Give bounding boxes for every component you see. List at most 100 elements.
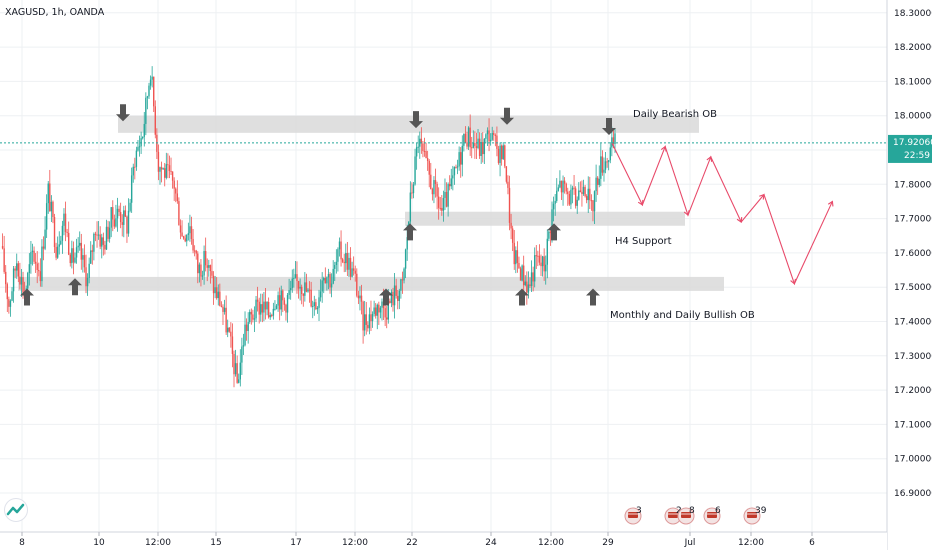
candle-body[interactable] bbox=[537, 255, 539, 257]
candle-body[interactable] bbox=[245, 324, 248, 332]
candle-body[interactable] bbox=[52, 201, 54, 218]
candle-body[interactable] bbox=[601, 156, 604, 173]
candle-body[interactable] bbox=[323, 278, 325, 281]
candle-body[interactable] bbox=[423, 150, 426, 152]
candle-body[interactable] bbox=[175, 188, 177, 194]
candle-body[interactable] bbox=[334, 265, 336, 269]
candle-body[interactable] bbox=[74, 257, 76, 263]
candle-body[interactable] bbox=[330, 283, 333, 288]
candle-body[interactable] bbox=[253, 318, 256, 320]
candle-body[interactable] bbox=[214, 287, 216, 294]
candle-body[interactable] bbox=[349, 257, 352, 277]
candle-body[interactable] bbox=[557, 187, 560, 191]
candle-body[interactable] bbox=[153, 76, 155, 107]
candle-body[interactable] bbox=[278, 295, 281, 310]
candle-body[interactable] bbox=[182, 236, 185, 239]
candle-body[interactable] bbox=[102, 237, 105, 245]
candle-body[interactable] bbox=[573, 187, 575, 189]
annotation-daily-bearish-ob[interactable]: Daily Bearish OB bbox=[633, 109, 717, 120]
candle-body[interactable] bbox=[263, 301, 265, 313]
candle-body[interactable] bbox=[508, 187, 511, 223]
candle-body[interactable] bbox=[463, 133, 465, 146]
candle-body[interactable] bbox=[209, 265, 212, 272]
candle-body[interactable] bbox=[12, 268, 15, 292]
candle-body[interactable] bbox=[63, 213, 65, 226]
candle-body[interactable] bbox=[288, 290, 290, 295]
candle-body[interactable] bbox=[305, 282, 308, 292]
candle-body[interactable] bbox=[455, 166, 457, 168]
candle-body[interactable] bbox=[589, 188, 591, 201]
candle-body[interactable] bbox=[395, 285, 397, 296]
candle-body[interactable] bbox=[282, 290, 284, 301]
candle-body[interactable] bbox=[373, 307, 375, 314]
candle-body[interactable] bbox=[168, 165, 171, 171]
candle-body[interactable] bbox=[431, 189, 434, 195]
candle-body[interactable] bbox=[296, 274, 298, 281]
candle-body[interactable] bbox=[3, 248, 5, 272]
candle-body[interactable] bbox=[367, 324, 369, 329]
candle-body[interactable] bbox=[460, 152, 462, 165]
candle-body[interactable] bbox=[370, 314, 372, 322]
candle-body[interactable] bbox=[157, 151, 160, 172]
candle-body[interactable] bbox=[397, 295, 399, 301]
candle-body[interactable] bbox=[543, 256, 545, 272]
candle-body[interactable] bbox=[584, 186, 586, 197]
candle-body[interactable] bbox=[556, 190, 558, 201]
candle-body[interactable] bbox=[189, 226, 191, 234]
candle-body[interactable] bbox=[219, 291, 221, 306]
candle-body[interactable] bbox=[447, 184, 449, 207]
candle-body[interactable] bbox=[511, 228, 514, 243]
candle-body[interactable] bbox=[434, 180, 437, 184]
candle-body[interactable] bbox=[425, 151, 427, 159]
candle-body[interactable] bbox=[392, 291, 394, 306]
candle-body[interactable] bbox=[576, 199, 578, 206]
candle-body[interactable] bbox=[146, 96, 149, 98]
candle-body[interactable] bbox=[267, 301, 270, 318]
candle-body[interactable] bbox=[145, 97, 147, 124]
candle-body[interactable] bbox=[141, 136, 144, 139]
candle-body[interactable] bbox=[318, 297, 320, 308]
candle-body[interactable] bbox=[351, 268, 353, 277]
candle-body[interactable] bbox=[16, 263, 18, 271]
time-axis[interactable]: 8 10 12:00 15 17 12:00 22 24 12:00 29 Jul 12:00 6 bbox=[0, 531, 887, 550]
candle-body[interactable] bbox=[411, 192, 413, 194]
candle-body[interactable] bbox=[534, 255, 536, 282]
candle-body[interactable] bbox=[19, 276, 21, 285]
candle-body[interactable] bbox=[28, 264, 31, 273]
candle-body[interactable] bbox=[324, 278, 327, 284]
candle-body[interactable] bbox=[505, 166, 508, 182]
candle-body[interactable] bbox=[36, 263, 38, 270]
candle-body[interactable] bbox=[231, 336, 234, 354]
candle-body[interactable] bbox=[563, 180, 566, 184]
candle-body[interactable] bbox=[44, 229, 46, 249]
candle-body[interactable] bbox=[390, 291, 393, 303]
candle-body[interactable] bbox=[179, 225, 182, 233]
candle-body[interactable] bbox=[593, 191, 596, 212]
candle-body[interactable] bbox=[587, 188, 589, 201]
candle-body[interactable] bbox=[461, 145, 463, 165]
candle-body[interactable] bbox=[47, 183, 49, 204]
candle-body[interactable] bbox=[11, 291, 13, 301]
candle-body[interactable] bbox=[56, 246, 59, 258]
candle-body[interactable] bbox=[437, 196, 440, 208]
candle-body[interactable] bbox=[75, 247, 78, 258]
candle-body[interactable] bbox=[376, 304, 378, 316]
candle-body[interactable] bbox=[559, 180, 561, 188]
candle-body[interactable] bbox=[71, 248, 73, 264]
candle-body[interactable] bbox=[581, 191, 583, 195]
candle-body[interactable] bbox=[149, 79, 152, 86]
candle-body[interactable] bbox=[428, 161, 430, 175]
candle-body[interactable] bbox=[409, 192, 412, 222]
candle-body[interactable] bbox=[162, 168, 164, 170]
candle-body[interactable] bbox=[42, 246, 45, 249]
candle-body[interactable] bbox=[329, 274, 331, 288]
candle-body[interactable] bbox=[346, 253, 349, 270]
zone-box[interactable] bbox=[405, 211, 685, 226]
candle-body[interactable] bbox=[176, 193, 179, 202]
candle-body[interactable] bbox=[20, 277, 23, 285]
candle-body[interactable] bbox=[69, 254, 71, 264]
candle-body[interactable] bbox=[247, 322, 249, 332]
candle-body[interactable] bbox=[115, 218, 117, 227]
candle-body[interactable] bbox=[527, 284, 530, 293]
candle-body[interactable] bbox=[94, 233, 97, 235]
